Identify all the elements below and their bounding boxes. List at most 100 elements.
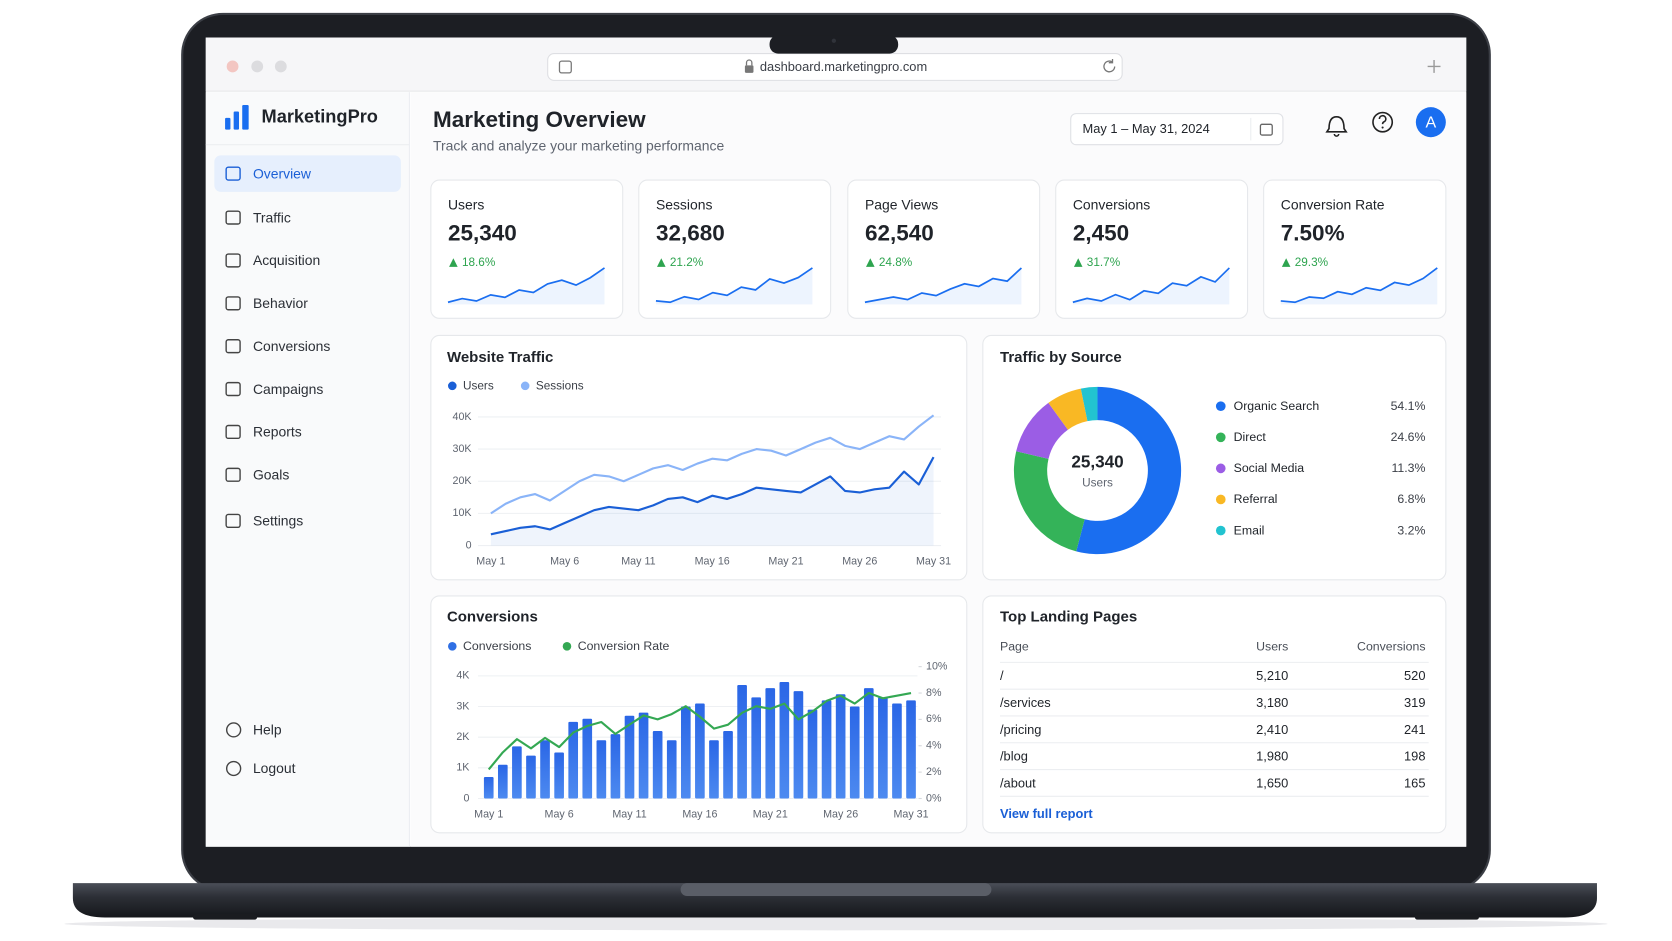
window-minimize[interactable] [251, 60, 264, 73]
sparkline [1280, 267, 1438, 304]
nav-icon [225, 339, 241, 354]
kpi-change: 29.3% [1295, 256, 1329, 269]
avatar[interactable] [1415, 107, 1446, 138]
legend-dot [1215, 432, 1226, 443]
donut-segment [1016, 402, 1068, 459]
nav-item[interactable]: Campaigns [253, 381, 323, 397]
legend-label: Conversion Rate [578, 639, 670, 653]
bar [878, 697, 888, 799]
logo [233, 111, 240, 130]
table-cell[interactable]: / [1000, 668, 1004, 683]
table-cell: 2,410 [1256, 722, 1288, 737]
donut-segment [1048, 388, 1088, 430]
reload-icon[interactable] [1103, 58, 1116, 73]
legend-value: 3.2% [1397, 523, 1425, 537]
x-tick-label: May 31 [916, 555, 951, 567]
kpi-change-arrow [1073, 258, 1083, 267]
kpi-card [638, 179, 832, 319]
legend-dot [448, 381, 457, 391]
x-tick-label: May 26 [842, 555, 877, 567]
table-cell[interactable]: /services [1000, 695, 1051, 710]
donut-center-value: 25,340 [1071, 452, 1123, 472]
y-tick-label: 3K [456, 700, 470, 712]
help-icon[interactable] [1372, 111, 1394, 133]
table-cell: 520 [1404, 668, 1425, 683]
line [490, 414, 935, 515]
nav-item[interactable]: Behavior [253, 295, 308, 311]
nav-item[interactable]: Traffic [253, 209, 291, 225]
view-report-link[interactable]: View full report [1000, 806, 1093, 821]
legend-value: 54.1% [1391, 399, 1426, 413]
nav-item[interactable]: Reports [253, 424, 302, 440]
nav-item[interactable]: Overview [253, 165, 312, 181]
sidebar [205, 92, 410, 847]
table-cell[interactable]: /about [1000, 775, 1036, 790]
legend-label: Direct [1234, 430, 1267, 444]
card [982, 334, 1447, 581]
y-tick-label: 0 [463, 792, 469, 804]
nav-icon [225, 166, 241, 181]
legend-label: Referral [1234, 492, 1278, 506]
x-tick-label: May 16 [682, 808, 717, 820]
nav-item[interactable]: Goals [253, 467, 289, 483]
nav-item[interactable]: Acquisition [253, 252, 320, 268]
nav-icon [225, 467, 241, 482]
legend-dot [520, 381, 530, 391]
nav-active-bg [214, 155, 401, 192]
sparkline [447, 267, 605, 304]
date-picker[interactable] [1070, 113, 1284, 146]
kpi-change: 21.2% [670, 256, 704, 269]
bar [849, 706, 860, 799]
kpi-value: 7.50% [1281, 221, 1345, 246]
kpi-label: Users [448, 196, 484, 212]
help-icon-glyph [1378, 114, 1387, 125]
sparkline-area [1072, 267, 1230, 305]
x-tick-label: May 6 [550, 555, 579, 567]
y-tick-label: 40K [453, 411, 473, 423]
legend-label: Users [463, 379, 494, 392]
card [430, 334, 968, 581]
bar [709, 740, 719, 799]
bar [695, 703, 705, 799]
legend-dot [1215, 463, 1226, 474]
y2-tick-label: 2% [926, 766, 942, 778]
nav-item[interactable]: Settings [253, 513, 303, 529]
date-range: May 1 – May 31, 2024 [1083, 121, 1210, 136]
bar [779, 681, 790, 799]
table-cell[interactable]: /blog [1000, 749, 1028, 764]
bar [540, 740, 550, 799]
bar [892, 703, 902, 799]
window-close[interactable] [226, 60, 239, 73]
kpi-change-arrow [1281, 258, 1291, 267]
x-tick-label: May 31 [893, 808, 928, 820]
nav-icon [225, 760, 242, 777]
window-zoom[interactable] [274, 60, 287, 73]
new-tab-icon[interactable] [1427, 60, 1441, 73]
table-cell: 1,650 [1256, 775, 1288, 790]
notifications-icon[interactable] [1325, 116, 1348, 137]
nav-item[interactable]: Logout [253, 760, 296, 776]
kpi-label: Conversions [1073, 196, 1150, 212]
donut-segment [1013, 451, 1085, 552]
kpi-change: 31.7% [1087, 256, 1121, 269]
bar [737, 685, 747, 799]
kpi-change-arrow [449, 258, 458, 267]
nav-icon [225, 513, 241, 529]
line [490, 456, 935, 536]
nav-item[interactable]: Conversions [253, 338, 330, 354]
sparkline-area [864, 267, 1022, 305]
x-tick-label: May 21 [753, 808, 788, 820]
legend-dot [448, 642, 457, 651]
x-tick-label: May 6 [545, 808, 574, 820]
nav-item[interactable]: Help [253, 722, 282, 738]
y2-tick-label: 4% [926, 740, 942, 752]
kpi-value: 32,680 [656, 221, 725, 246]
nav-icon [225, 253, 241, 268]
bar [793, 691, 804, 799]
bar [863, 688, 874, 799]
legend-dot [1215, 494, 1226, 505]
card-title: Top Landing Pages [1000, 608, 1137, 625]
table-cell[interactable]: /pricing [1000, 722, 1041, 737]
bar [765, 688, 776, 799]
